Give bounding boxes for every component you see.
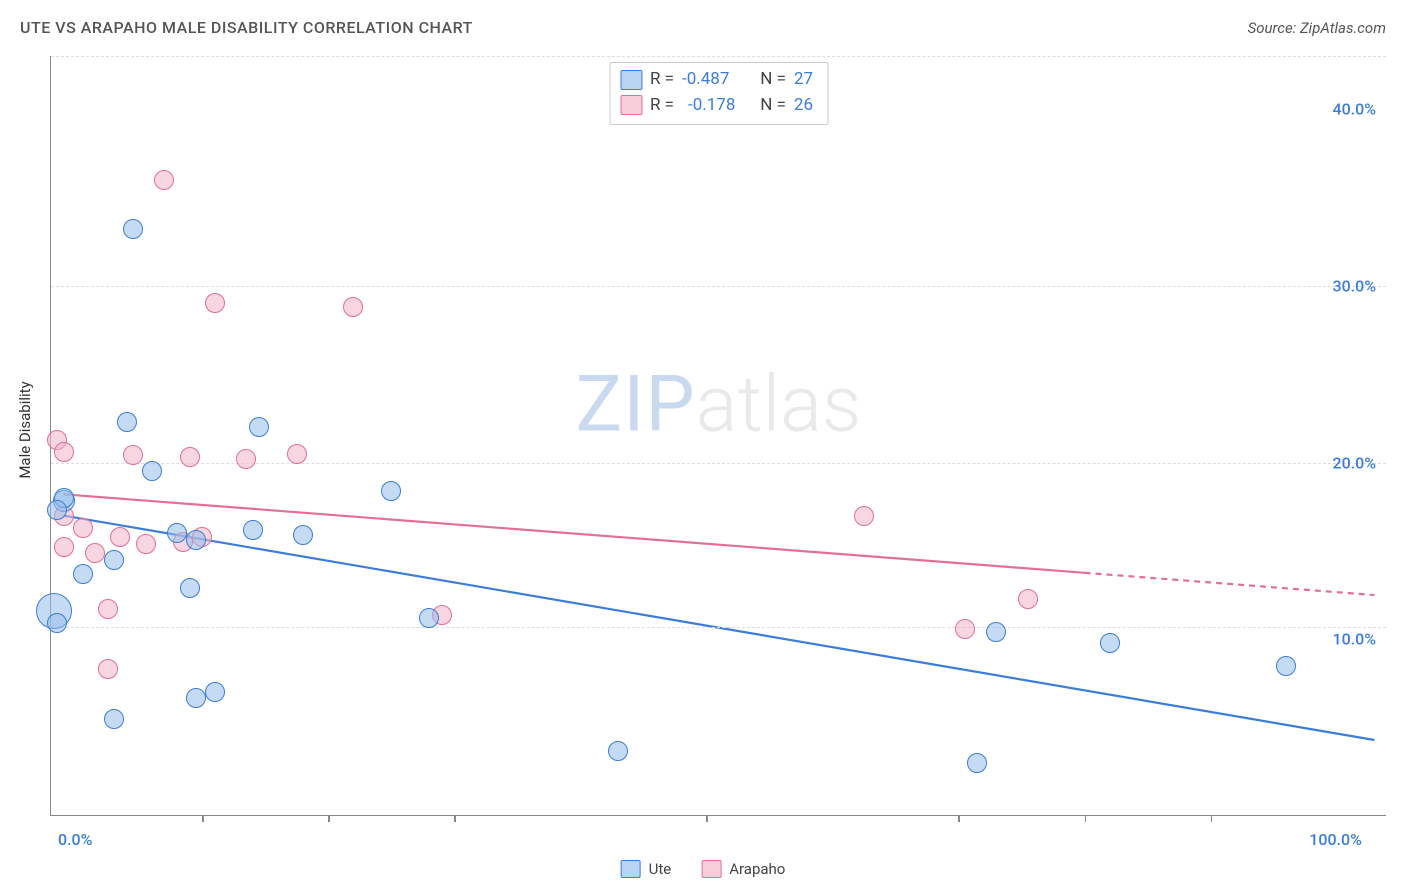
scatter-point bbox=[98, 659, 118, 679]
scatter-point bbox=[854, 506, 874, 526]
scatter-point bbox=[205, 682, 225, 702]
scatter-point bbox=[123, 219, 143, 239]
chart-title: UTE VS ARAPAHO MALE DISABILITY CORRELATI… bbox=[20, 18, 473, 37]
x-tick bbox=[1211, 815, 1213, 822]
scatter-point bbox=[343, 297, 363, 317]
stat-n-value: 27 bbox=[794, 67, 813, 93]
trend-lines-svg bbox=[51, 56, 1386, 815]
scatter-point bbox=[381, 481, 401, 501]
x-tick-label: 100.0% bbox=[1309, 830, 1362, 849]
scatter-point bbox=[967, 753, 987, 773]
scatter-point bbox=[47, 500, 67, 520]
scatter-point bbox=[955, 619, 975, 639]
watermark: ZIPatlas bbox=[576, 360, 862, 451]
scatter-point bbox=[180, 447, 200, 467]
scatter-point bbox=[1100, 633, 1120, 653]
scatter-point bbox=[205, 293, 225, 313]
x-tick bbox=[1085, 815, 1087, 822]
scatter-point bbox=[104, 550, 124, 570]
y-tick-label: 10.0% bbox=[1332, 630, 1376, 649]
x-tick-label: 0.0% bbox=[58, 830, 92, 849]
y-tick-label: 30.0% bbox=[1332, 276, 1376, 295]
trend-line bbox=[1085, 573, 1375, 595]
legend-label: Ute bbox=[649, 860, 672, 878]
stat-r-label: R = bbox=[650, 67, 674, 93]
x-tick bbox=[328, 815, 330, 822]
trend-line bbox=[64, 494, 1085, 572]
stat-r-value: -0.178 bbox=[682, 93, 740, 119]
scatter-point bbox=[123, 445, 143, 465]
stat-n-label: N = bbox=[760, 67, 786, 93]
stat-r-label: R = bbox=[650, 93, 674, 119]
scatter-point bbox=[249, 417, 269, 437]
scatter-point bbox=[986, 622, 1006, 642]
scatter-point bbox=[419, 608, 439, 628]
gridline bbox=[51, 56, 1386, 57]
y-axis-title: Male Disability bbox=[16, 381, 34, 478]
scatter-point bbox=[287, 444, 307, 464]
scatter-point bbox=[73, 518, 93, 538]
scatter-point bbox=[1276, 656, 1296, 676]
scatter-point bbox=[117, 412, 137, 432]
legend-label: Arapaho bbox=[729, 860, 785, 878]
stat-r-value: -0.487 bbox=[682, 67, 740, 93]
scatter-point bbox=[136, 534, 156, 554]
gridline bbox=[51, 627, 1386, 628]
scatter-point bbox=[142, 461, 162, 481]
scatter-point bbox=[186, 530, 206, 550]
x-tick bbox=[202, 815, 204, 822]
stat-n-label: N = bbox=[760, 93, 786, 119]
chart-plot-area: ZIPatlas R = -0.487 N = 27 R = -0.178 N … bbox=[50, 56, 1386, 816]
watermark-atlas: atlas bbox=[696, 360, 862, 451]
scatter-point bbox=[98, 599, 118, 619]
scatter-point bbox=[154, 170, 174, 190]
legend-swatch-series1 bbox=[621, 860, 641, 878]
scatter-point bbox=[54, 442, 74, 462]
watermark-zip: ZIP bbox=[576, 360, 696, 451]
bottom-legend: Ute Arapaho bbox=[621, 860, 786, 878]
y-tick-label: 20.0% bbox=[1332, 453, 1376, 472]
scatter-point bbox=[47, 613, 67, 633]
scatter-point bbox=[167, 523, 187, 543]
scatter-point bbox=[73, 564, 93, 584]
scatter-point bbox=[236, 449, 256, 469]
swatch-series2 bbox=[620, 95, 642, 115]
stat-n-value: 26 bbox=[794, 93, 813, 119]
x-tick bbox=[958, 815, 960, 822]
legend-swatch-series2 bbox=[701, 860, 721, 878]
scatter-point bbox=[186, 688, 206, 708]
legend-item-series1: Ute bbox=[621, 860, 672, 878]
scatter-point bbox=[293, 525, 313, 545]
legend-item-series2: Arapaho bbox=[701, 860, 785, 878]
scatter-point bbox=[110, 527, 130, 547]
gridline bbox=[51, 286, 1386, 287]
stats-row-series1: R = -0.487 N = 27 bbox=[620, 67, 813, 93]
stats-legend-box: R = -0.487 N = 27 R = -0.178 N = 26 bbox=[609, 62, 828, 125]
scatter-point bbox=[104, 709, 124, 729]
scatter-point bbox=[180, 578, 200, 598]
scatter-point bbox=[1018, 589, 1038, 609]
scatter-point bbox=[85, 543, 105, 563]
x-tick bbox=[454, 815, 456, 822]
y-tick-label: 40.0% bbox=[1332, 100, 1376, 119]
stats-row-series2: R = -0.178 N = 26 bbox=[620, 93, 813, 119]
scatter-point bbox=[608, 741, 628, 761]
swatch-series1 bbox=[620, 70, 642, 90]
x-tick bbox=[706, 815, 708, 822]
scatter-point bbox=[243, 520, 263, 540]
scatter-point bbox=[54, 537, 74, 557]
source-label: Source: ZipAtlas.com bbox=[1248, 19, 1386, 37]
